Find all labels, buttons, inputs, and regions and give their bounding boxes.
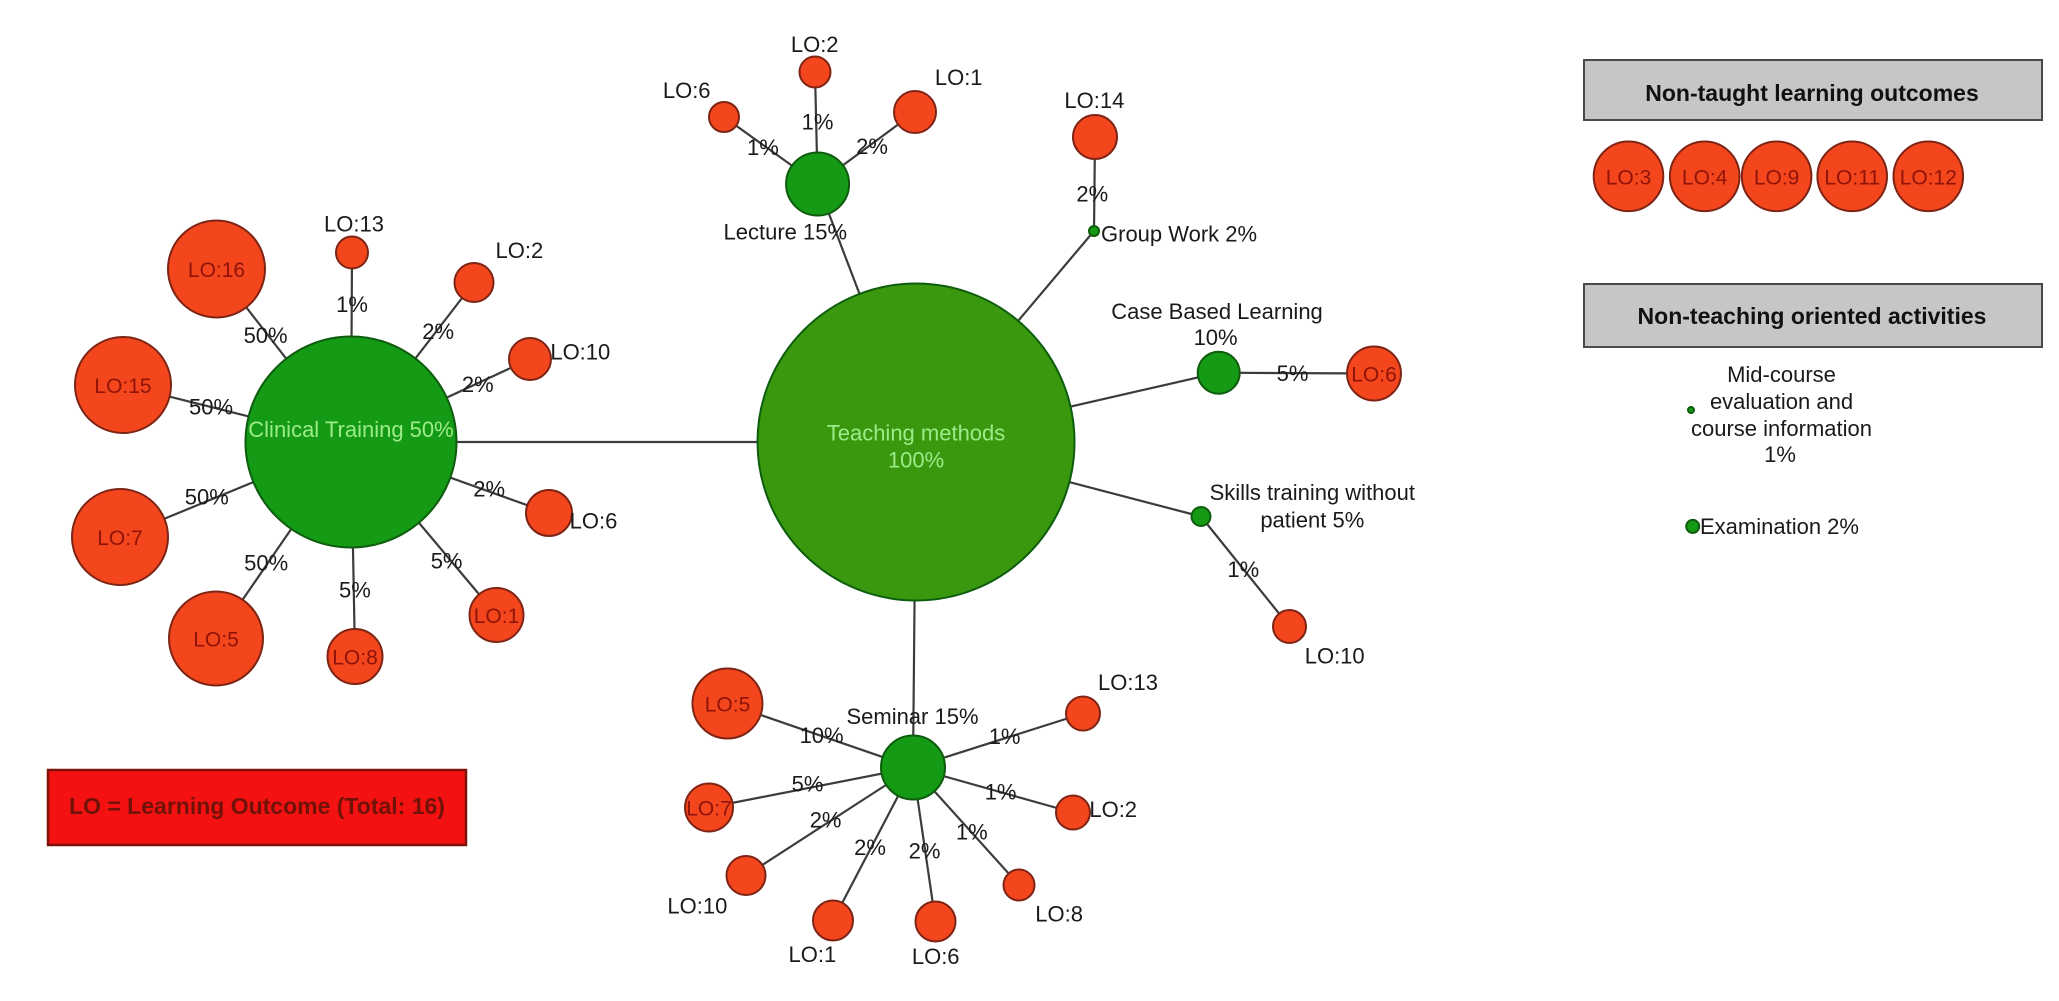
svg-text:LO:2: LO:2 <box>496 238 544 263</box>
svg-text:1%: 1% <box>747 135 779 160</box>
svg-text:5%: 5% <box>792 772 824 797</box>
svg-text:LO:3: LO:3 <box>1606 166 1652 189</box>
svg-text:1%: 1% <box>336 292 368 317</box>
svg-text:Case Based Learning: Case Based Learning <box>1111 299 1323 324</box>
svg-text:course information: course information <box>1691 416 1872 441</box>
svg-text:LO = Learning Outcome (Total:: LO = Learning Outcome (Total: 16) <box>69 793 445 819</box>
svg-text:Group Work 2%: Group Work 2% <box>1101 222 1257 247</box>
svg-text:LO:10: LO:10 <box>1305 644 1365 669</box>
svg-text:LO:1: LO:1 <box>474 605 520 628</box>
svg-text:LO:13: LO:13 <box>324 212 384 237</box>
svg-text:LO:6: LO:6 <box>570 508 618 533</box>
svg-text:LO:7: LO:7 <box>686 798 732 821</box>
svg-text:LO:2: LO:2 <box>1089 797 1137 822</box>
svg-text:2%: 2% <box>1076 182 1108 207</box>
svg-text:Mid-course: Mid-course <box>1727 362 1836 387</box>
svg-text:2%: 2% <box>810 808 842 833</box>
svg-text:Non-teaching oriented activiti: Non-teaching oriented activities <box>1638 303 1987 329</box>
svg-text:LO:1: LO:1 <box>935 65 983 90</box>
svg-text:LO:5: LO:5 <box>193 629 239 652</box>
svg-text:LO:11: LO:11 <box>1824 166 1880 189</box>
svg-text:1%: 1% <box>802 110 834 135</box>
svg-text:Clinical Training 50%: Clinical Training 50% <box>248 417 453 442</box>
svg-text:LO:6: LO:6 <box>1351 364 1397 387</box>
svg-text:50%: 50% <box>244 323 288 348</box>
svg-text:2%: 2% <box>422 319 454 344</box>
svg-text:LO:6: LO:6 <box>912 944 960 969</box>
svg-text:10%: 10% <box>1194 325 1238 350</box>
svg-text:LO:1: LO:1 <box>789 942 837 967</box>
svg-text:100%: 100% <box>888 448 944 473</box>
svg-text:1%: 1% <box>989 724 1021 749</box>
svg-text:2%: 2% <box>462 372 494 397</box>
svg-text:Examination 2%: Examination 2% <box>1700 514 1859 539</box>
svg-text:LO:13: LO:13 <box>1098 670 1158 695</box>
svg-text:Skills training without: Skills training without <box>1210 480 1415 505</box>
svg-text:50%: 50% <box>244 551 288 576</box>
svg-text:2%: 2% <box>854 835 886 860</box>
svg-text:LO:9: LO:9 <box>1754 166 1800 189</box>
svg-text:LO:12: LO:12 <box>1900 166 1957 189</box>
svg-text:LO:10: LO:10 <box>667 894 727 919</box>
svg-text:5%: 5% <box>431 549 463 574</box>
svg-text:Seminar 15%: Seminar 15% <box>846 704 978 729</box>
svg-text:LO:14: LO:14 <box>1064 88 1124 113</box>
svg-text:Teaching methods: Teaching methods <box>827 421 1006 446</box>
svg-text:LO:4: LO:4 <box>1682 166 1728 189</box>
svg-text:Non-taught learning outcomes: Non-taught learning outcomes <box>1645 80 1979 106</box>
svg-text:2%: 2% <box>909 838 941 863</box>
svg-text:Lecture 15%: Lecture 15% <box>724 220 848 245</box>
svg-text:LO:2: LO:2 <box>791 32 839 57</box>
svg-text:2%: 2% <box>856 134 888 159</box>
svg-text:1%: 1% <box>1227 557 1259 582</box>
svg-text:1%: 1% <box>1764 442 1796 467</box>
svg-text:LO:7: LO:7 <box>97 527 143 550</box>
svg-text:LO:10: LO:10 <box>550 339 610 364</box>
svg-text:50%: 50% <box>185 485 229 510</box>
svg-text:1%: 1% <box>985 780 1017 805</box>
svg-text:LO:5: LO:5 <box>705 694 751 717</box>
svg-text:2%: 2% <box>473 477 505 502</box>
svg-text:5%: 5% <box>1277 361 1309 386</box>
svg-text:50%: 50% <box>189 395 233 420</box>
svg-text:LO:15: LO:15 <box>94 375 151 398</box>
svg-text:LO:6: LO:6 <box>663 78 711 103</box>
svg-text:evaluation and: evaluation and <box>1710 389 1853 414</box>
svg-text:10%: 10% <box>800 723 844 748</box>
svg-text:1%: 1% <box>956 820 988 845</box>
svg-text:LO:8: LO:8 <box>332 647 378 670</box>
svg-text:5%: 5% <box>339 577 371 602</box>
svg-text:patient 5%: patient 5% <box>1260 508 1364 533</box>
svg-text:LO:16: LO:16 <box>188 259 245 282</box>
svg-text:LO:8: LO:8 <box>1035 902 1083 927</box>
